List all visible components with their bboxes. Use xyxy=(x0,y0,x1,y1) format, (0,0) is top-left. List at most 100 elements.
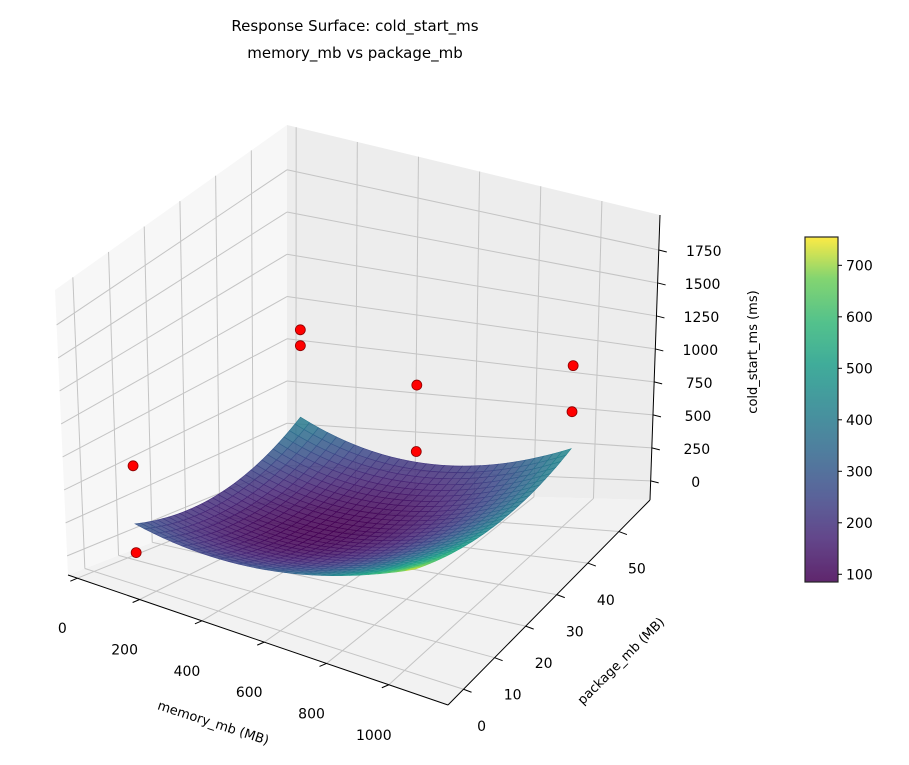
x-tick xyxy=(257,641,265,646)
z-tick xyxy=(657,282,666,286)
gridline xyxy=(286,422,652,449)
gridline xyxy=(414,156,419,494)
y-tick xyxy=(618,531,628,536)
data-point xyxy=(294,340,306,352)
x-tick-label: 600 xyxy=(236,685,263,701)
x-tick-label: 800 xyxy=(298,706,325,722)
z-tick-label: 750 xyxy=(686,376,713,392)
gridline xyxy=(286,211,658,284)
x-tick xyxy=(194,620,203,625)
gridline xyxy=(63,380,288,491)
gridline xyxy=(179,201,187,530)
gridline xyxy=(84,567,464,690)
y-tick xyxy=(463,688,472,693)
gridline xyxy=(250,150,254,504)
data-point xyxy=(410,446,422,457)
y-tick-label: 0 xyxy=(477,719,486,735)
z-tick-label: 1750 xyxy=(686,244,722,260)
z-axis-label: cold_start_ms (ms) xyxy=(746,290,761,413)
colorbar-tick-label: 400 xyxy=(846,413,873,429)
surface-facet xyxy=(405,567,421,571)
y-tick-label: 30 xyxy=(566,625,584,641)
data-point xyxy=(411,379,423,391)
colorbar-gradient xyxy=(804,236,839,583)
gridline xyxy=(286,253,657,317)
gridline xyxy=(108,251,120,556)
x-tick-label: 0 xyxy=(58,621,67,637)
gridline xyxy=(286,296,656,350)
gridline xyxy=(65,422,288,524)
gridline xyxy=(59,253,288,392)
colorbar-tick-label: 500 xyxy=(846,361,873,377)
x-tick xyxy=(70,577,78,582)
y-axis-label: package_mb (MB) xyxy=(575,615,668,708)
z-tick xyxy=(658,249,667,253)
gridline xyxy=(62,338,288,458)
gridline xyxy=(592,200,603,499)
y-tick-label: 20 xyxy=(535,656,553,672)
data-point xyxy=(294,324,306,336)
data-point xyxy=(127,460,139,472)
gridline xyxy=(326,496,535,664)
gridline xyxy=(533,186,542,497)
gridline xyxy=(354,141,358,492)
gridline xyxy=(473,171,481,496)
colorbar-tick-label: 300 xyxy=(846,464,873,480)
z-tick-label: 1250 xyxy=(684,310,720,326)
y-tick xyxy=(587,562,597,567)
z-tick xyxy=(651,447,660,451)
y-tick-label: 40 xyxy=(597,593,615,609)
colorbar-tick-label: 100 xyxy=(846,567,873,583)
colorbar-tick-label: 600 xyxy=(846,310,873,326)
data-point xyxy=(130,547,142,559)
axis-lines xyxy=(67,214,667,706)
z-tick xyxy=(655,348,664,352)
z-tick xyxy=(656,315,665,319)
gridline xyxy=(286,380,654,416)
y-tick xyxy=(525,625,534,630)
x-tick-label: 400 xyxy=(174,664,201,680)
z-axis-line xyxy=(649,214,661,501)
colorbar: 100 200 300 400 500 600 700 xyxy=(804,236,873,583)
colorbar-tick-label: 200 xyxy=(846,516,873,532)
colorbar-tick-label: 700 xyxy=(846,258,873,274)
y-tick xyxy=(556,594,565,599)
left-wall-pane xyxy=(55,125,287,575)
y-tick-label: 10 xyxy=(504,688,522,704)
z-tick-label: 1000 xyxy=(682,343,718,359)
y-tick-label: 50 xyxy=(628,562,646,578)
z-tick xyxy=(652,414,662,418)
x-tick xyxy=(381,684,390,689)
tick-labels: 0200400600800100001020304050025050075010… xyxy=(58,244,722,744)
x-tick xyxy=(319,662,327,667)
z-tick-label: 500 xyxy=(685,409,712,425)
gridline xyxy=(60,296,288,425)
x-tick xyxy=(132,599,140,603)
data-point xyxy=(566,406,578,418)
gridline xyxy=(215,175,221,517)
z-tick-label: 250 xyxy=(683,442,710,458)
back-wall-pane xyxy=(287,125,660,500)
data-point xyxy=(567,360,579,372)
gridline xyxy=(118,554,495,659)
z-tick-label: 1500 xyxy=(685,277,721,293)
x-axis-line xyxy=(67,574,449,706)
scatter-points xyxy=(127,324,579,559)
gridline xyxy=(72,277,86,569)
z-tick xyxy=(650,480,659,484)
y-tick xyxy=(494,657,503,662)
response-surface xyxy=(134,416,572,576)
gridline xyxy=(286,338,655,383)
x-axis-label: memory_mb (MB) xyxy=(156,699,271,749)
z-tick xyxy=(654,381,663,385)
gridline xyxy=(56,169,288,326)
z-tick-label: 0 xyxy=(691,475,700,491)
gridline xyxy=(57,211,288,359)
gridline xyxy=(388,498,594,686)
x-tick-label: 200 xyxy=(111,643,138,659)
gridline xyxy=(143,226,153,543)
x-tick-label: 1000 xyxy=(356,728,392,744)
y-axis-line xyxy=(447,499,651,706)
gridline xyxy=(286,169,659,251)
